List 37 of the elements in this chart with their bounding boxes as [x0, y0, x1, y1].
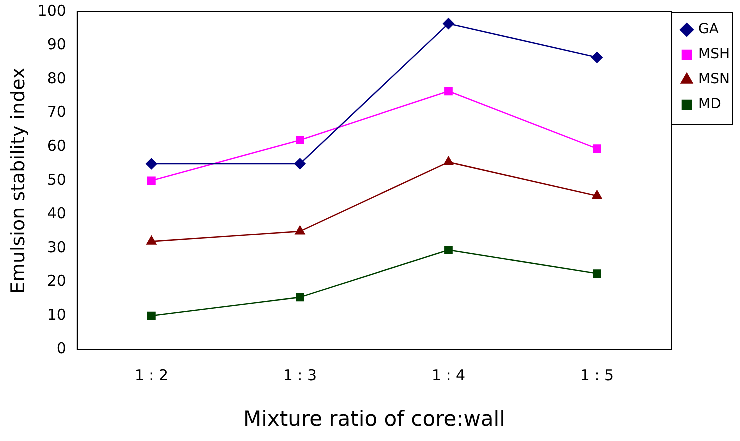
x-tick-label: 1 : 3	[283, 366, 318, 385]
y-tick-label: 10	[47, 306, 66, 324]
y-tick-label: 40	[47, 204, 66, 223]
point	[444, 87, 453, 96]
x-axis-title: Mixture ratio of core:wall	[243, 406, 506, 431]
point	[592, 52, 603, 64]
y-tick-label: 70	[47, 103, 66, 122]
point	[294, 158, 306, 170]
point	[296, 136, 304, 145]
y-tick-label: 50	[47, 170, 66, 189]
point	[148, 176, 156, 186]
point	[443, 18, 454, 30]
y-axis-title: Emulsion stability index	[7, 68, 30, 294]
point	[592, 190, 602, 200]
legend-label: MSN	[698, 72, 730, 88]
x-tick-label: 1 : 5	[580, 366, 614, 385]
y-tick-label: 80	[47, 69, 66, 88]
x-tick-label: 1 : 2	[134, 366, 169, 385]
y-tick-label: 90	[47, 36, 66, 54]
point	[148, 312, 156, 320]
y-tick-label: 0	[56, 340, 66, 358]
legend-label: MSH	[698, 46, 730, 63]
y-tick-label: 20	[47, 272, 66, 290]
point	[295, 226, 306, 235]
point	[444, 246, 453, 254]
legend-label: MD	[698, 96, 722, 113]
y-tick-label: 60	[47, 137, 66, 156]
point	[593, 144, 602, 153]
point	[593, 270, 602, 278]
y-tick-label: 30	[47, 238, 66, 256]
point	[444, 156, 454, 166]
point	[146, 236, 157, 245]
legend-label: GA	[698, 22, 720, 38]
x-tick-label: 1 : 4	[432, 366, 466, 385]
point	[146, 158, 158, 170]
y-tick-label: 100	[38, 2, 66, 20]
point	[296, 293, 304, 302]
